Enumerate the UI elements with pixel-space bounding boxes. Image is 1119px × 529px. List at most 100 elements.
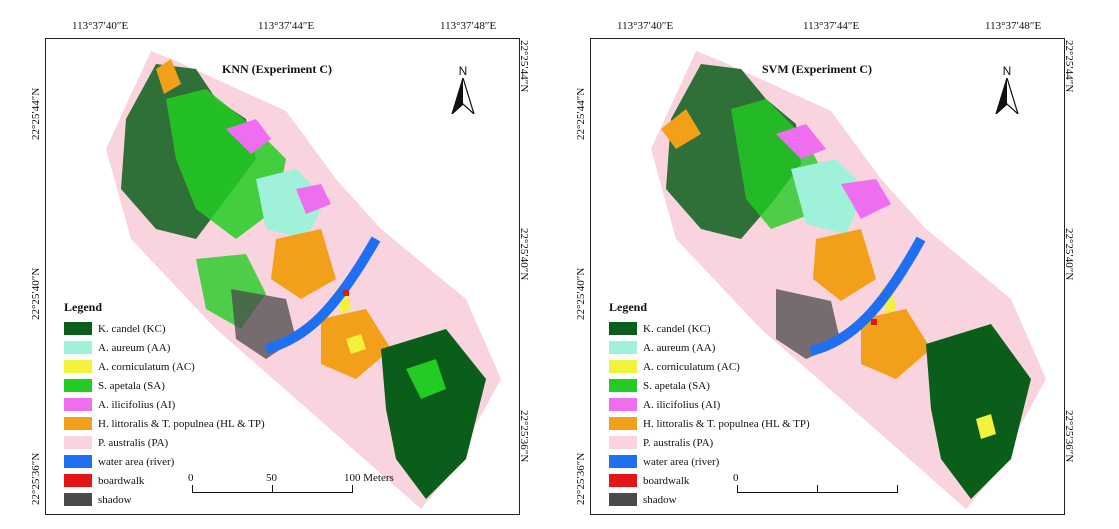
class-patch [841, 179, 891, 219]
legend-item: K. candel (KC) [64, 319, 265, 338]
legend-item: A. corniculatum (AC) [609, 357, 810, 376]
legend-item: water area (river) [64, 452, 265, 471]
scale-label: 0 [188, 472, 194, 484]
scale-tick [272, 485, 273, 493]
legend-label: A. aureum (AA) [98, 341, 171, 354]
legend-swatch [609, 417, 637, 430]
class-patch [861, 309, 931, 379]
legend-swatch [609, 341, 637, 354]
class-patch [156, 59, 181, 94]
scale-bar: 0 50 100 Meters [188, 470, 428, 500]
class-patch [926, 324, 1031, 499]
legend-item: water area (river) [609, 452, 810, 471]
class-patch [813, 229, 876, 301]
scale-label: 50 [266, 472, 277, 484]
legend-label: K. candel (KC) [643, 322, 711, 335]
legend-label: shadow [98, 493, 132, 506]
legend-item: H. littoralis & T. populnea (HL & TP) [609, 414, 810, 433]
scale-tick [817, 485, 818, 493]
scale-label: 100 Meters [344, 472, 394, 484]
legend-swatch [64, 493, 92, 506]
legend-label: boardwalk [643, 474, 690, 487]
latitude-label: 22°25′44″N [575, 87, 587, 140]
class-patch [406, 359, 446, 399]
scale-label: 0 [733, 472, 739, 484]
longitude-label: 113°37′48″E [985, 20, 1042, 32]
legend-item: A. corniculatum (AC) [64, 357, 265, 376]
longitude-label: 113°37′40″E [72, 20, 129, 32]
north-label: N [1002, 64, 1012, 78]
legend-swatch [609, 493, 637, 506]
legend-label: A. ilicifolius (AI) [643, 398, 721, 411]
map-frame [590, 38, 1065, 515]
legend-item: S. apetala (SA) [64, 376, 265, 395]
north-arrow-icon [994, 75, 1020, 116]
legend-swatch [609, 360, 637, 373]
longitude-label: 113°37′44″E [803, 20, 860, 32]
latitude-label: 22°25′36″N [575, 452, 587, 505]
scale-bar: 0 [733, 470, 973, 500]
legend-swatch [609, 436, 637, 449]
legend-item: K. candel (KC) [609, 319, 810, 338]
longitude-label: 113°37′40″E [617, 20, 674, 32]
legend-item: A. aureum (AA) [609, 338, 810, 357]
legend-label: water area (river) [643, 455, 720, 468]
legend-label: H. littoralis & T. populnea (HL & TP) [98, 417, 265, 430]
legend-label: A. corniculatum (AC) [643, 360, 740, 373]
north-arrow-icon [450, 75, 476, 116]
legend-title: Legend [609, 300, 648, 314]
legend-label: A. ilicifolius (AI) [98, 398, 176, 411]
latitude-label: 22°25′40″N [30, 267, 42, 320]
legend-item: P. australis (PA) [609, 433, 810, 452]
legend-item: H. littoralis & T. populnea (HL & TP) [64, 414, 265, 433]
river [809, 236, 926, 356]
legend-swatch [64, 360, 92, 373]
legend-label: A. aureum (AA) [643, 341, 716, 354]
class-patch [976, 414, 996, 439]
scale-tick [352, 485, 353, 493]
legend-swatch [64, 474, 92, 487]
legend-swatch [609, 398, 637, 411]
class-patch [271, 229, 336, 299]
class-patch [226, 119, 271, 154]
map-title: KNN (Experiment C) [222, 62, 332, 76]
legend-item: S. apetala (SA) [609, 376, 810, 395]
legend: Legend K. candel (KC) A. aureum (AA) A. co… [609, 300, 810, 509]
river [264, 236, 381, 354]
class-patch [296, 184, 331, 214]
legend-label: S. apetala (SA) [98, 379, 165, 392]
legend-swatch [64, 398, 92, 411]
legend-label: boardwalk [98, 474, 145, 487]
legend-label: S. apetala (SA) [643, 379, 710, 392]
boardwalk-mark [871, 319, 877, 325]
legend-label: shadow [643, 493, 677, 506]
class-patch [791, 159, 866, 234]
legend-item: A. ilicifolius (AI) [609, 395, 810, 414]
legend-swatch [64, 436, 92, 449]
legend-swatch [609, 474, 637, 487]
legend-item: boardwalk [64, 471, 265, 490]
legend-item: A. aureum (AA) [64, 338, 265, 357]
legend-swatch [609, 322, 637, 335]
legend-items: K. candel (KC) A. aureum (AA) A. cornicula… [64, 319, 265, 509]
boardwalk-mark [343, 290, 349, 296]
north-label: N [458, 64, 468, 78]
map-frame [45, 38, 520, 515]
class-patch [346, 334, 366, 354]
latitude-label: 22°25′36″N [30, 452, 42, 505]
longitude-label: 113°37′48″E [440, 20, 497, 32]
legend-swatch [64, 322, 92, 335]
longitude-label: 113°37′44″E [258, 20, 315, 32]
legend-swatch [64, 417, 92, 430]
classification-map [106, 51, 501, 509]
class-patch [661, 109, 701, 149]
legend-label: A. corniculatum (AC) [98, 360, 195, 373]
latitude-label: 22°25′40″N [575, 267, 587, 320]
legend-swatch [64, 455, 92, 468]
map-panel-svm: 113°37′40″E 113°37′44″E 113°37′48″E 22°2… [545, 0, 1090, 529]
north-arrow: N [992, 64, 1022, 119]
legend-item: shadow [609, 490, 810, 509]
legend-title: Legend [64, 300, 103, 314]
legend-label: P. australis (PA) [643, 436, 714, 449]
latitude-label: 22°25′44″N [30, 87, 42, 140]
